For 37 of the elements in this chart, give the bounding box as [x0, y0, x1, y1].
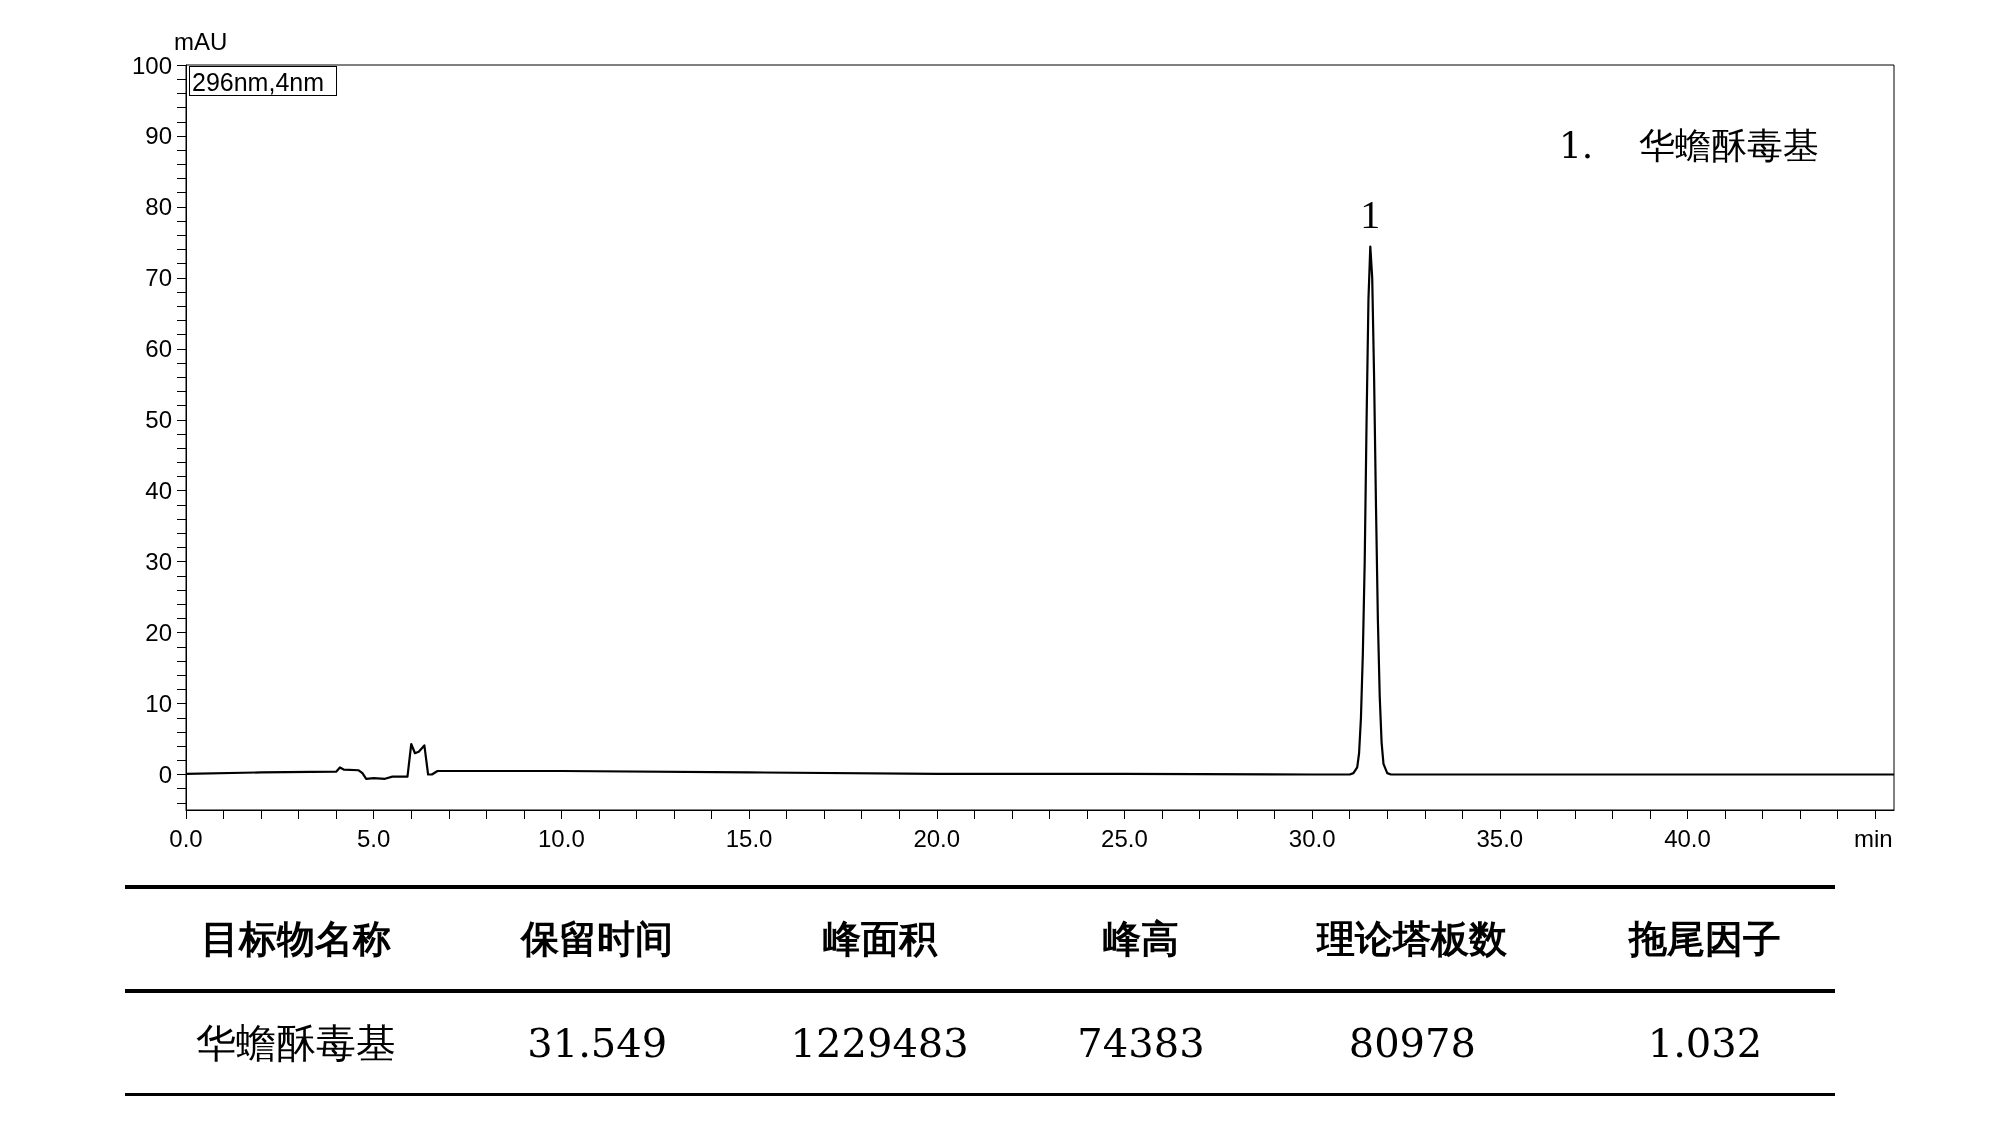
- x-tick-label: 10.0: [538, 824, 585, 852]
- x-tick-label: 40.0: [1664, 824, 1711, 852]
- y-tick-label: 50: [145, 406, 172, 434]
- y-tick-label: 70: [145, 264, 172, 292]
- y-tick-label: 10: [145, 690, 172, 718]
- x-tick-label: 0.0: [169, 824, 203, 852]
- y-tick-label: 60: [145, 335, 172, 363]
- text: 理论塔板数: [1249, 887, 1575, 991]
- annotation: 1. 华蟾酥毒基: [1558, 124, 1819, 166]
- text: 31.549: [467, 991, 728, 1095]
- text: 峰面积: [727, 887, 1033, 991]
- y-tick-label: 80: [145, 193, 172, 221]
- text: 80978: [1249, 991, 1575, 1095]
- x-tick-label: 30.0: [1288, 824, 1336, 852]
- x-axis-title: min: [1854, 824, 1893, 852]
- y-tick-label: 40: [145, 477, 172, 505]
- x-tick-label: 5.0: [357, 824, 391, 852]
- x-tick-label: 20.0: [913, 824, 961, 852]
- text: 保留时间: [467, 887, 728, 991]
- annotation: 296nm,4nm: [192, 67, 325, 96]
- y-axis-title: mAU: [174, 27, 228, 55]
- text: 目标物名称: [125, 887, 468, 991]
- text: 拖尾因子: [1574, 887, 1835, 991]
- text: 华蟾酥毒基: [125, 991, 468, 1095]
- x-tick-label: 15.0: [725, 824, 773, 852]
- text: 1229483: [727, 991, 1033, 1095]
- text: 1.032: [1574, 991, 1835, 1095]
- y-tick-label: 100: [131, 51, 172, 79]
- y-tick-label: 0: [158, 761, 172, 789]
- x-tick-label: 25.0: [1101, 824, 1148, 852]
- text: 74383: [1032, 991, 1250, 1095]
- y-tick-label: 20: [145, 619, 172, 647]
- annotation: 1: [1360, 192, 1381, 238]
- y-tick-label: 30: [145, 548, 172, 576]
- y-tick-label: 90: [145, 122, 172, 150]
- x-tick-label: 35.0: [1476, 824, 1524, 852]
- text: 峰高: [1032, 887, 1250, 991]
